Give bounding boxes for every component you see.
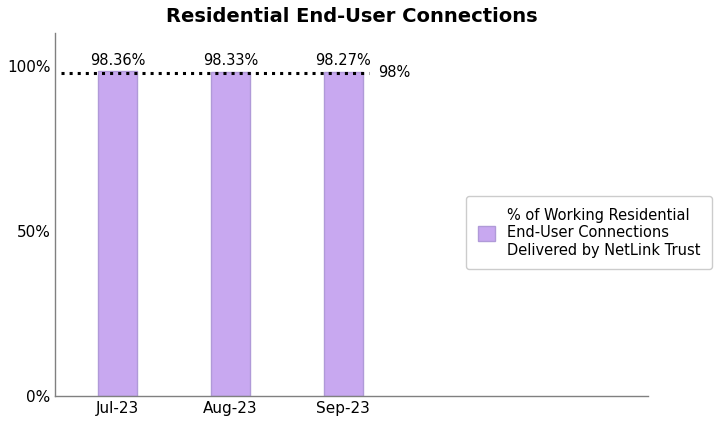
Text: 98.36%: 98.36% — [90, 52, 145, 68]
Legend: % of Working Residential
End-User Connections
Delivered by NetLink Trust: % of Working Residential End-User Connec… — [466, 196, 712, 269]
Text: 98.27%: 98.27% — [315, 53, 371, 68]
Text: 98%: 98% — [378, 65, 410, 80]
Text: 98.33%: 98.33% — [203, 52, 258, 68]
Bar — [210, 71, 250, 396]
Bar — [98, 71, 137, 396]
Bar — [323, 72, 363, 396]
Title: Residential End-User Connections: Residential End-User Connections — [166, 7, 537, 26]
